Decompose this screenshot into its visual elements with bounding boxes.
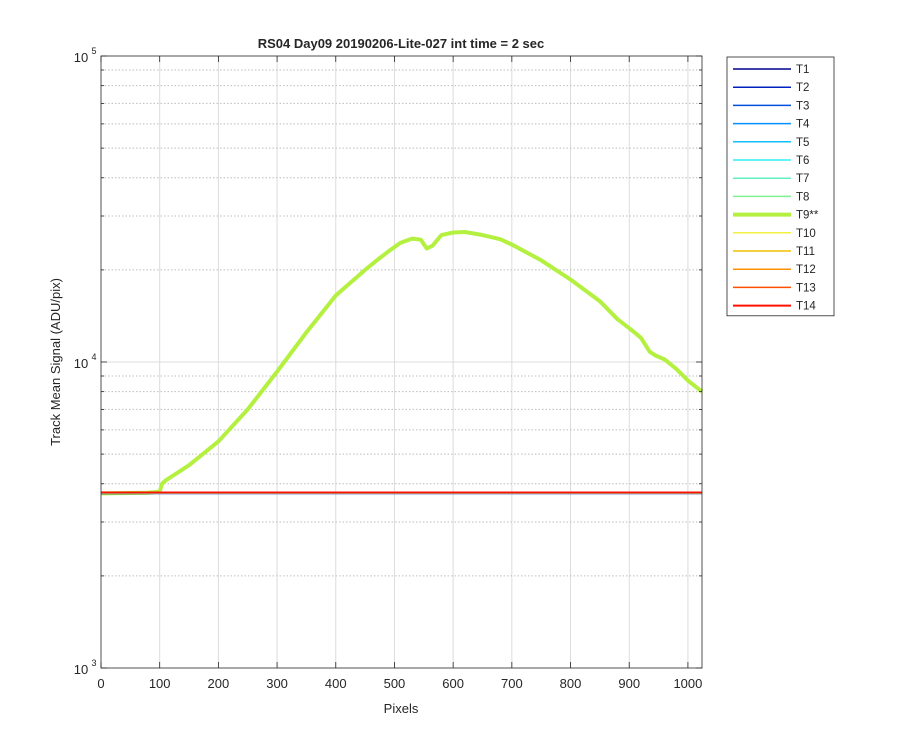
legend-label: T11: [796, 246, 815, 258]
x-tick-label: 900: [618, 676, 640, 691]
x-tick-label: 400: [325, 676, 347, 691]
x-tick-label: 600: [442, 676, 464, 691]
y-tick-label: 10: [74, 662, 88, 677]
y-axis-label: Track Mean Signal (ADU/pix): [48, 278, 63, 446]
x-tick-label: 800: [560, 676, 582, 691]
legend-label: T6: [796, 155, 809, 167]
legend-label: T12: [796, 264, 816, 276]
legend-box: [726, 56, 835, 317]
x-tick-label: 300: [266, 676, 288, 691]
y-tick-label: 10: [74, 50, 88, 65]
legend-label: T8: [796, 191, 809, 203]
plot-lines: [100, 229, 704, 496]
y-tick-exponent: 4: [91, 352, 96, 362]
y-tick-exponent: 5: [91, 46, 96, 56]
y-tick-label: 10: [74, 356, 88, 371]
legend-label: T13: [796, 282, 816, 294]
legend-label: T9**: [796, 210, 819, 222]
x-tick-label: 1000: [673, 676, 702, 691]
x-tick-label: 200: [208, 676, 230, 691]
series-line-t9: [100, 229, 704, 496]
grid-lines: [101, 56, 702, 668]
legend: T1 T2 T3 T4 T5 T6 T7 T8 T9** T10 T11 T12 T13 T14: [726, 56, 835, 317]
legend-label: T1: [796, 64, 809, 76]
x-axis-label: Pixels: [384, 701, 419, 716]
y-tick-exponent: 3: [91, 658, 96, 668]
chart-title: RS04 Day09 20190206-Lite-027 int time = …: [258, 36, 545, 51]
legend-label: T4: [796, 119, 810, 131]
x-tick-label: 100: [149, 676, 171, 691]
legend-label: T7: [796, 173, 809, 185]
legend-label: T10: [796, 228, 816, 240]
legend-label: T2: [796, 82, 809, 94]
legend-label: T3: [796, 100, 809, 112]
x-tick-label: 0: [97, 676, 104, 691]
legend-label: T14: [796, 301, 816, 313]
legend-label: T5: [796, 137, 809, 149]
x-tick-label: 700: [501, 676, 523, 691]
x-tick-label: 500: [384, 676, 406, 691]
